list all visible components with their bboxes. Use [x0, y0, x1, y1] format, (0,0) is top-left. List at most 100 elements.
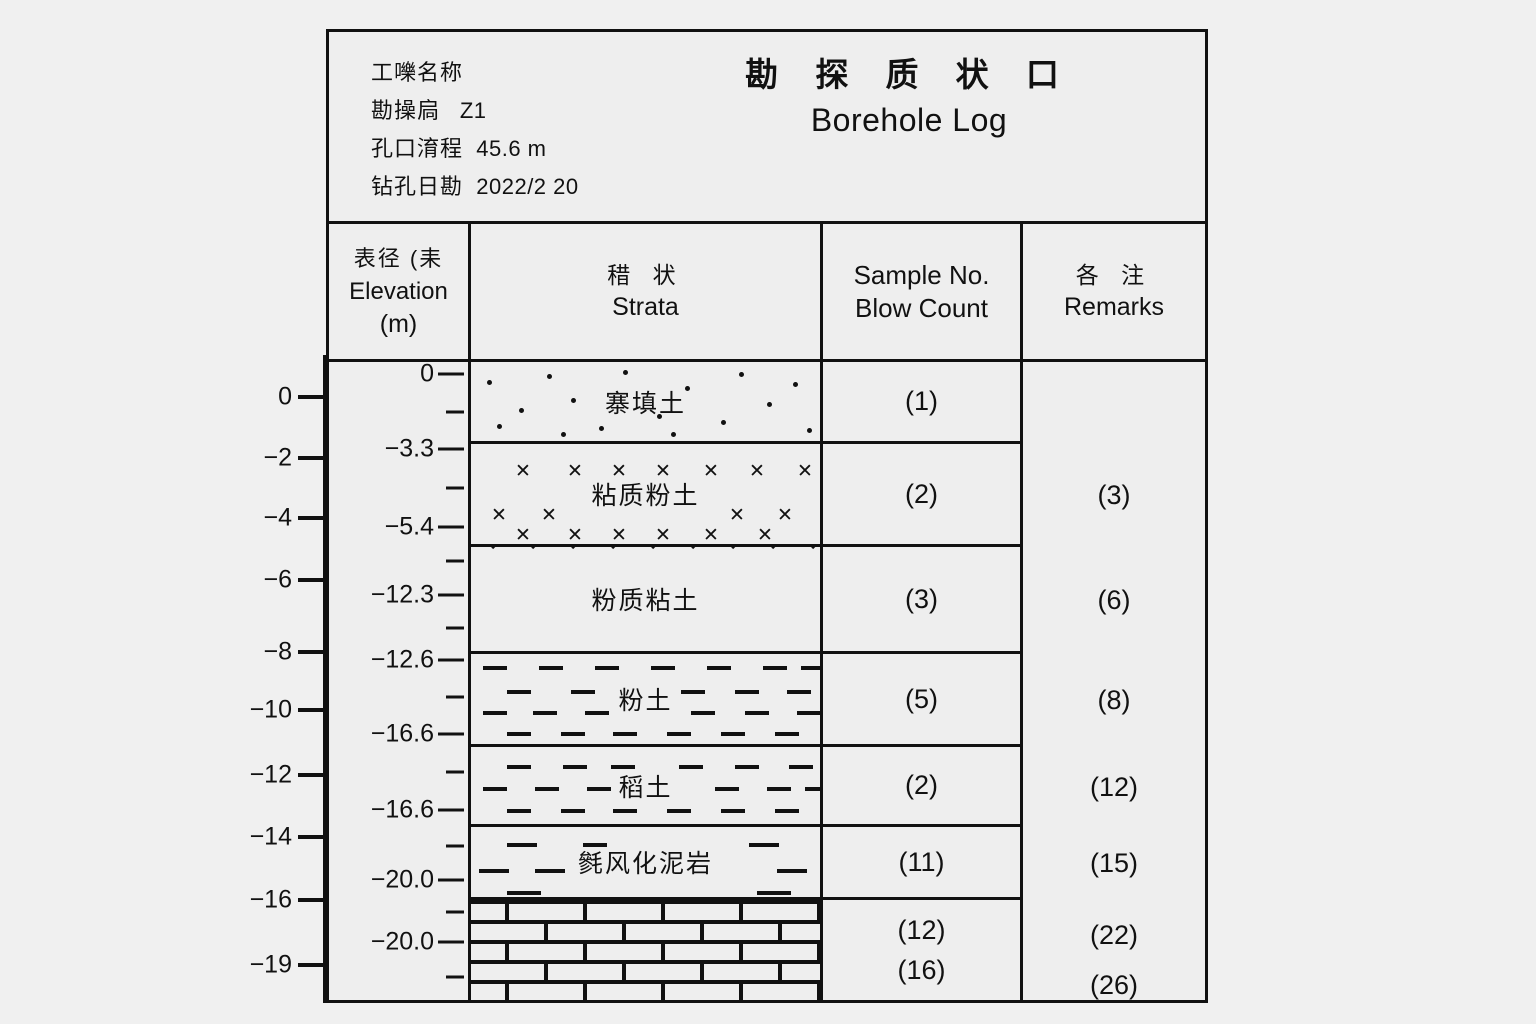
strata-layer-fill: ✕ ✕ ✕ ✕ ✕ ✕ ✕ ✕ ✕ ✕ ✕ ✕ ✕ ✕ ✕ — [471, 444, 820, 547]
outer-axis-label: −8 — [263, 637, 292, 666]
header-elevation-en: Elevation — [349, 277, 448, 305]
remarks-value: (6) — [1097, 585, 1131, 615]
sample-cell: (3) — [823, 547, 1020, 654]
outer-axis-tick — [298, 708, 326, 712]
strata-layer-name: 粉质粘土 — [471, 581, 820, 617]
sample-value: (2) — [905, 770, 938, 800]
strata-layer-fill: 粉质粘土 — [471, 547, 820, 654]
depth-tick-minor — [446, 695, 464, 699]
sample-value: (3) — [905, 583, 938, 614]
strata-layer-name-text: 毿风化泥岩 — [573, 850, 717, 878]
depth-tick — [438, 372, 464, 376]
outer-axis-tick — [298, 456, 326, 460]
remarks-cell: (12) — [1023, 747, 1205, 827]
header-remarks-en: Remarks — [1063, 293, 1164, 321]
hole-no-label: 勘操扃 — [371, 98, 441, 123]
outer-axis-tick — [298, 395, 326, 399]
strata-layer-name: 毿风化泥岩 — [471, 844, 820, 880]
depth-tick-minor — [446, 559, 464, 563]
strata-layer-name: 粘质粉土 — [591, 482, 700, 510]
drill-date-line: 钻孔日勘 2022/2 20 — [371, 168, 579, 206]
strata-layer-fill: 稻土 — [471, 747, 820, 827]
project-name-line: 工嚛名称 — [371, 54, 579, 92]
project-info: 工嚛名称 勘操扃 Z1 孔口淯程 45.6 m 钻孔日勘 2022/2 20 — [371, 54, 579, 206]
outer-axis-label: −6 — [263, 565, 292, 594]
depth-label: −20.0 — [370, 865, 434, 894]
header-strata-en: Strata — [612, 293, 679, 321]
sample-cell: (1) — [823, 362, 1020, 444]
depth-tick — [438, 808, 464, 812]
outer-axis-label: −16 — [249, 885, 292, 914]
outer-axis-tick — [298, 835, 326, 839]
strata-layer-name-text: 粉质粘土 — [587, 587, 704, 615]
sample-value: (11) — [898, 846, 945, 877]
strata-layer-name: 粉土 — [471, 681, 820, 717]
remarks-value: (26) — [1089, 969, 1138, 1000]
header-strata: 稓 状 Strata — [471, 224, 823, 359]
header-block: 工嚛名称 勘操扃 Z1 孔口淯程 45.6 m 钻孔日勘 2022/2 20 勘… — [329, 32, 1205, 224]
sample-value: (12) — [897, 914, 946, 945]
strata-layer-name: 寨填土 — [604, 389, 686, 418]
strata-column: 寨填土 ✕ ✕ ✕ ✕ ✕ ✕ ✕ ✕ ✕ ✕ ✕ — [471, 362, 823, 1000]
strata-layer-fill — [471, 900, 820, 1000]
strata-layer-fill: 毿风化泥岩 — [471, 827, 820, 900]
remarks-value: (15) — [1089, 848, 1138, 878]
remarks-value: (12) — [1089, 771, 1138, 802]
sample-cell: (11) — [823, 827, 1020, 900]
outer-axis-tick — [298, 578, 326, 582]
outer-axis-label: −2 — [263, 443, 292, 472]
sample-value: (5) — [905, 683, 938, 714]
cross-pattern: ✕ ✕ ✕ ✕ ✕ ✕ ✕ ✕ ✕ ✕ ✕ ✕ ✕ ✕ ✕ — [491, 461, 813, 546]
depth-label: −12.3 — [370, 580, 434, 609]
depth-tick-minor — [446, 626, 464, 630]
depth-tick — [438, 878, 464, 882]
table-body: 0 −3.3 −5.4 −12.3 −12.6 −16.6 −16.6 — [329, 359, 1205, 1000]
depth-label: −16.6 — [370, 795, 434, 824]
depth-tick — [438, 658, 464, 662]
remarks-cell: (3) — [1023, 444, 1205, 547]
depth-tick — [438, 732, 464, 736]
log-frame: 工嚛名称 勘操扃 Z1 孔口淯程 45.6 m 钻孔日勘 2022/2 20 勘… — [326, 29, 1208, 1003]
collar-elevation-label: 孔口淯程 — [371, 136, 464, 161]
outer-axis-label: 0 — [278, 382, 292, 411]
remarks-value: (3) — [1097, 480, 1131, 510]
sample-value: (2) — [905, 478, 938, 509]
sample-cell: (5) — [823, 654, 1020, 747]
depth-tick-minor — [446, 910, 464, 914]
outer-axis-tick — [298, 516, 326, 520]
sample-cell: (2) — [823, 444, 1020, 547]
depth-label: −3.3 — [384, 434, 434, 463]
strata-layer-name: 稻土 — [471, 768, 820, 804]
remarks-value: (8) — [1097, 685, 1131, 715]
hole-no-line: 勘操扃 Z1 — [371, 92, 579, 130]
header-remarks: 各 注 Remarks — [1023, 224, 1205, 359]
outer-axis-tick — [298, 773, 326, 777]
outer-axis-label: −10 — [249, 695, 292, 724]
title-english: Borehole Log — [810, 102, 1008, 138]
collar-elevation-value: 45.6 m — [476, 136, 547, 161]
depth-label: 0 — [420, 359, 434, 388]
remarks-value: (22) — [1089, 919, 1138, 950]
sample-column: (1) (2) (3) (5) (2) (11) (12) (16) — [823, 362, 1023, 1000]
header-remarks-cn: 各 注 — [1075, 262, 1153, 288]
elevation-column: 0 −3.3 −5.4 −12.3 −12.6 −16.6 −16.6 — [329, 359, 471, 1000]
depth-tick — [438, 447, 464, 451]
title-block: 勘 探 质 状 口 Borehole Log — [629, 52, 1189, 142]
sample-cell: (2) — [823, 747, 1020, 827]
outer-axis-tick — [298, 963, 326, 967]
header-sample: Sample No. Blow Count — [823, 224, 1023, 359]
project-name-label: 工嚛名称 — [371, 60, 464, 85]
sample-value: (1) — [905, 386, 938, 416]
outer-axis-label: −4 — [263, 503, 292, 532]
outer-axis-tick — [298, 898, 326, 902]
strata-layer-fill: 寨填土 — [471, 362, 820, 444]
depth-tick — [438, 593, 464, 597]
dot-pattern — [471, 362, 820, 441]
depth-label: −5.4 — [384, 512, 434, 541]
outer-axis-tick — [298, 650, 326, 654]
header-sample-no: Sample No. — [853, 259, 990, 290]
depth-label: −12.6 — [370, 645, 434, 674]
header-blow-count: Blow Count — [855, 292, 988, 323]
remarks-cell: (6) — [1023, 547, 1205, 654]
